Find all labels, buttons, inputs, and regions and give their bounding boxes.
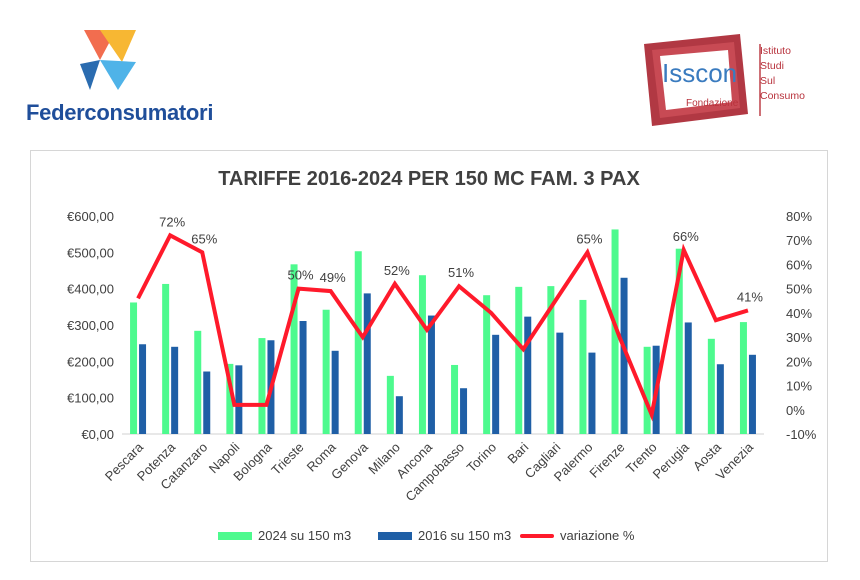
y-right-tick-label: 30% — [786, 330, 812, 345]
data-label-variation: 65% — [576, 231, 602, 246]
y-right-tick-label: 80% — [786, 209, 812, 224]
bar-2016 — [427, 315, 435, 434]
x-tick-label: Perugia — [650, 439, 693, 482]
data-label-variation: 41% — [737, 289, 763, 304]
y-right-tick-label: 50% — [786, 282, 812, 297]
x-tick-label: Torino — [464, 440, 500, 476]
bar-2024 — [707, 338, 715, 434]
legend-item-2016: 2016 su 150 m3 — [378, 528, 511, 543]
bar-2016 — [395, 396, 403, 434]
y-right-tick-label: -10% — [786, 427, 817, 442]
isscon-wordmark: Isscon — [662, 58, 738, 88]
bar-2016 — [716, 364, 724, 434]
legend-item-variation: variazione % — [520, 528, 634, 543]
bar-2016 — [684, 322, 692, 434]
isscon-text-block: Istituto Studi Sul Consumo — [760, 44, 805, 104]
y-left-tick-label: €300,00 — [67, 318, 114, 333]
legend-swatch-variation — [520, 533, 554, 538]
bar-2016 — [460, 388, 468, 434]
bar-2016 — [588, 352, 596, 434]
bar-2024 — [451, 364, 459, 434]
bar-2024 — [130, 302, 138, 434]
y-left-tick-label: €100,00 — [67, 391, 114, 406]
bar-2024 — [611, 229, 619, 434]
legend-swatch-2016 — [378, 531, 412, 540]
bar-2024 — [483, 295, 491, 434]
legend-swatch-2024 — [218, 531, 252, 540]
isscon-line: Studi — [760, 60, 784, 72]
bar-2024 — [354, 251, 362, 434]
y-right-tick-label: 40% — [786, 306, 812, 321]
x-tick-label: Firenze — [586, 440, 627, 481]
data-label-variation: 50% — [288, 268, 314, 283]
legend-label-variation: variazione % — [560, 528, 635, 543]
bar-2024 — [579, 299, 587, 434]
bar-2024 — [386, 375, 394, 434]
legend-item-2024: 2024 su 150 m3 — [218, 528, 351, 543]
chart-title: TARIFFE 2016-2024 PER 150 MC FAM. 3 PAX — [218, 168, 640, 190]
bar-2024 — [515, 286, 523, 434]
isscon-shape-inner — [660, 50, 732, 110]
data-label-variation: 66% — [673, 229, 699, 244]
federconsumatori-wordmark: Federconsumatori — [26, 100, 214, 125]
bar-2024 — [290, 264, 298, 434]
bar-2024 — [322, 309, 330, 434]
y-right-tick-label: 20% — [786, 354, 812, 369]
bar-2016 — [203, 371, 211, 434]
bar-2024 — [643, 346, 651, 434]
isscon-subtitle: Fondazione — [686, 98, 739, 109]
y-left-tick-label: €400,00 — [67, 282, 114, 297]
y-right-tick-label: 10% — [786, 379, 812, 394]
isscon-line: Consumo — [760, 90, 805, 102]
bar-2016 — [363, 293, 371, 434]
bar-2024 — [258, 338, 266, 434]
header: Federconsumatori Isscon Fondazione Istit… — [0, 0, 860, 140]
isscon-line: Sul — [760, 75, 776, 87]
bar-2016 — [620, 277, 628, 434]
bar-2024 — [547, 286, 555, 434]
logo-shard-yellow — [100, 30, 136, 62]
line-variation — [136, 232, 749, 422]
isscon-logo — [644, 34, 761, 126]
x-tick-label: Trieste — [268, 440, 306, 478]
data-label-variation: 49% — [320, 270, 346, 285]
isscon-line: Istituto — [760, 45, 791, 57]
bar-2024 — [226, 363, 234, 434]
bar-2024 — [739, 322, 747, 434]
data-label-variation: 52% — [384, 263, 410, 278]
logo-shard-blue — [80, 60, 100, 90]
data-label-variation: 51% — [448, 265, 474, 280]
logo-shard-cyan — [100, 60, 136, 90]
federconsumatori-logo — [80, 30, 136, 90]
y-right-tick-label: 0% — [786, 403, 805, 418]
bar-2024 — [194, 330, 202, 434]
bar-2016 — [171, 346, 179, 434]
y-left-tick-label: €200,00 — [67, 354, 114, 369]
y-left-tick-label: €500,00 — [67, 245, 114, 260]
y-left-tick-label: €0,00 — [81, 427, 114, 442]
bar-2024 — [162, 283, 170, 434]
bar-2016 — [492, 334, 500, 434]
bar-2016 — [748, 354, 756, 434]
bar-2016 — [331, 350, 339, 434]
bar-2024 — [418, 275, 426, 434]
bar-2024 — [675, 248, 683, 434]
x-tick-label: Genova — [328, 439, 371, 482]
y-right-tick-label: 60% — [786, 257, 812, 272]
y-left-tick-label: €600,00 — [67, 209, 114, 224]
data-label-variation: 72% — [159, 214, 185, 229]
legend-label-2024: 2024 su 150 m3 — [258, 528, 352, 543]
x-tick-label: Bari — [504, 439, 531, 466]
bar-2016 — [139, 344, 147, 434]
y-right-tick-label: 70% — [786, 233, 812, 248]
data-label-variation: 65% — [191, 231, 217, 246]
bar-2016 — [299, 321, 307, 434]
legend-label-2016: 2016 su 150 m3 — [418, 528, 512, 543]
bar-2016 — [235, 365, 243, 434]
bar-2016 — [524, 316, 532, 434]
bar-2016 — [556, 332, 564, 434]
